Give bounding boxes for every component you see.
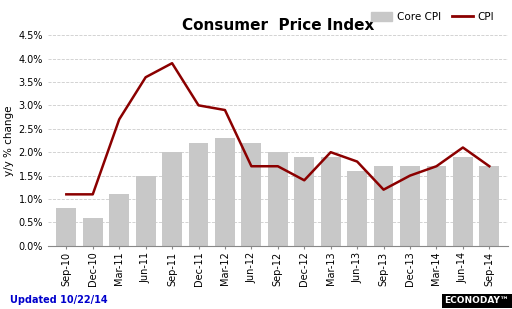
Bar bbox=[479, 166, 499, 246]
Bar bbox=[83, 218, 103, 246]
Bar bbox=[242, 143, 261, 246]
Bar bbox=[268, 152, 288, 246]
Bar bbox=[136, 176, 156, 246]
Bar bbox=[215, 138, 235, 246]
Bar bbox=[56, 208, 76, 246]
Legend: Core CPI, CPI: Core CPI, CPI bbox=[367, 8, 499, 26]
Title: Consumer  Price Index: Consumer Price Index bbox=[182, 18, 374, 32]
Text: ECONODAY™: ECONODAY™ bbox=[444, 296, 509, 305]
Bar bbox=[347, 171, 367, 246]
Bar bbox=[109, 194, 129, 246]
Bar bbox=[453, 157, 473, 246]
Bar bbox=[374, 166, 394, 246]
Bar bbox=[426, 166, 446, 246]
Bar bbox=[400, 166, 420, 246]
Bar bbox=[294, 157, 314, 246]
Bar bbox=[321, 157, 340, 246]
Y-axis label: y/y % change: y/y % change bbox=[4, 105, 14, 176]
Bar bbox=[162, 152, 182, 246]
Text: Updated 10/22/14: Updated 10/22/14 bbox=[10, 295, 108, 305]
Bar bbox=[188, 143, 208, 246]
